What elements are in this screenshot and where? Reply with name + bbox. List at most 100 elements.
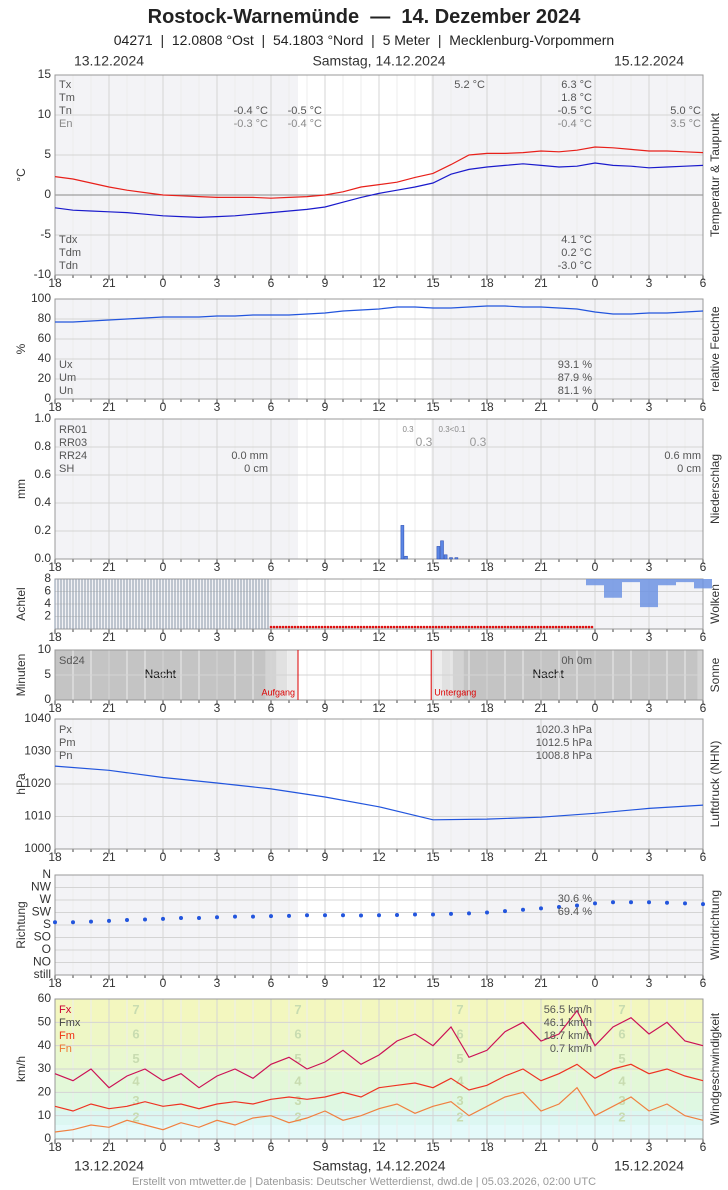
x-tick-label: 6 bbox=[700, 850, 707, 864]
clear-dot bbox=[419, 625, 423, 629]
side-label: Wolken bbox=[708, 584, 722, 624]
clear-dot bbox=[341, 625, 345, 629]
clear-dot bbox=[269, 625, 273, 629]
clear-dot bbox=[371, 625, 375, 629]
stat-annotation: Tdm bbox=[59, 247, 81, 259]
clear-dot bbox=[362, 625, 366, 629]
x-tick-label: 0 bbox=[592, 1140, 599, 1154]
clear-dot bbox=[512, 625, 516, 629]
y-tick-label: 0.8 bbox=[34, 439, 51, 453]
x-tick-label: 18 bbox=[480, 630, 494, 644]
clear-dot bbox=[386, 625, 390, 629]
stat-annotation: Tx bbox=[59, 79, 72, 91]
y-tick-label: 1010 bbox=[24, 809, 51, 823]
clear-dot bbox=[344, 625, 348, 629]
series-line bbox=[54, 1009, 704, 1089]
clear-dot bbox=[476, 625, 480, 629]
precip-bar bbox=[400, 525, 405, 560]
clear-dot bbox=[551, 625, 555, 629]
clear-dot bbox=[446, 625, 450, 629]
clear-dot bbox=[572, 625, 576, 629]
clear-dot bbox=[284, 625, 288, 629]
x-tick-label: 0 bbox=[592, 850, 599, 864]
clear-dot bbox=[449, 625, 453, 629]
precip-bar bbox=[404, 555, 408, 560]
y-tick-label: NO bbox=[33, 955, 51, 969]
clear-dot bbox=[506, 625, 510, 629]
side-label: Niederschlag bbox=[708, 454, 722, 524]
y-tick-label: 60 bbox=[38, 331, 52, 345]
precip-bar bbox=[440, 540, 444, 560]
date-left: 13.12.2024 bbox=[74, 53, 144, 69]
stat-annotation: 18.7 km/h bbox=[544, 1030, 592, 1042]
plot-frame bbox=[54, 998, 704, 1140]
stat-annotation: 0.3 bbox=[402, 425, 414, 434]
clear-dot bbox=[566, 625, 570, 629]
stat-annotation: Ux bbox=[59, 359, 73, 371]
series-line bbox=[54, 765, 704, 821]
x-tick-label: 0 bbox=[160, 850, 167, 864]
x-tick-label: 6 bbox=[700, 701, 707, 715]
clear-dot bbox=[422, 625, 426, 629]
y-tick-label: 10 bbox=[38, 107, 52, 121]
clear-dot bbox=[515, 625, 519, 629]
x-tick-label: 0 bbox=[160, 1140, 167, 1154]
clear-dot bbox=[521, 625, 525, 629]
y-tick-label: 5 bbox=[44, 667, 51, 681]
direction-point bbox=[197, 916, 201, 921]
stat-annotation: 30.6 % bbox=[558, 893, 592, 905]
y-tick-label: 1030 bbox=[24, 744, 51, 758]
x-tick-label: 0 bbox=[592, 701, 599, 715]
clear-dot bbox=[560, 625, 564, 629]
date-left: 13.12.2024 bbox=[74, 1158, 144, 1174]
series-line bbox=[55, 305, 704, 323]
y-tick-label: SW bbox=[32, 905, 52, 919]
x-tick-label: 21 bbox=[102, 701, 116, 715]
x-tick-label: 21 bbox=[534, 850, 548, 864]
clear-dot bbox=[380, 625, 384, 629]
direction-point bbox=[233, 914, 237, 919]
direction-point bbox=[359, 913, 363, 918]
clear-dot bbox=[488, 625, 492, 629]
clear-dot bbox=[374, 625, 378, 629]
direction-point bbox=[629, 900, 633, 905]
x-tick-label: 21 bbox=[102, 276, 116, 290]
x-tick-label: 18 bbox=[480, 400, 494, 414]
x-tick-label: 21 bbox=[534, 701, 548, 715]
series-line bbox=[54, 1086, 704, 1133]
beaufort-label: 7 bbox=[294, 1002, 301, 1017]
clear-dot bbox=[587, 625, 591, 629]
stat-annotation: 0.0 mm bbox=[231, 450, 268, 462]
clear-dot bbox=[569, 625, 573, 629]
x-tick-label: 6 bbox=[268, 630, 275, 644]
y-tick-label: still bbox=[34, 967, 51, 981]
x-tick-label: 6 bbox=[268, 400, 275, 414]
direction-point bbox=[53, 920, 57, 925]
y-tick-label: O bbox=[42, 942, 51, 956]
clear-dot bbox=[467, 625, 471, 629]
clear-dot bbox=[545, 625, 549, 629]
direction-point bbox=[89, 919, 93, 924]
stat-annotation: 0.3 bbox=[416, 435, 433, 449]
stat-annotation: 1.8 °C bbox=[561, 92, 592, 104]
clear-dot bbox=[407, 625, 411, 629]
beaufort-label: 7 bbox=[456, 1002, 463, 1017]
clear-dot bbox=[356, 625, 360, 629]
direction-point bbox=[251, 914, 255, 919]
y-tick-label: 10 bbox=[38, 1108, 52, 1122]
stat-annotation: Un bbox=[59, 385, 73, 397]
x-tick-label: 18 bbox=[48, 400, 62, 414]
clear-dot bbox=[347, 625, 351, 629]
stat-annotation: 0.3 bbox=[470, 435, 487, 449]
clear-dot bbox=[509, 625, 513, 629]
stat-annotation: 46.1 km/h bbox=[544, 1017, 592, 1029]
clear-dot bbox=[518, 625, 522, 629]
y-tick-label: 8 bbox=[44, 571, 51, 585]
clear-dot bbox=[290, 625, 294, 629]
x-tick-label: 3 bbox=[646, 701, 653, 715]
y-tick-label: 40 bbox=[38, 1038, 52, 1052]
stat-annotation: RR24 bbox=[59, 450, 87, 462]
direction-point bbox=[575, 903, 579, 908]
night-shade bbox=[431, 419, 703, 559]
beaufort-label: 5 bbox=[618, 1051, 625, 1066]
